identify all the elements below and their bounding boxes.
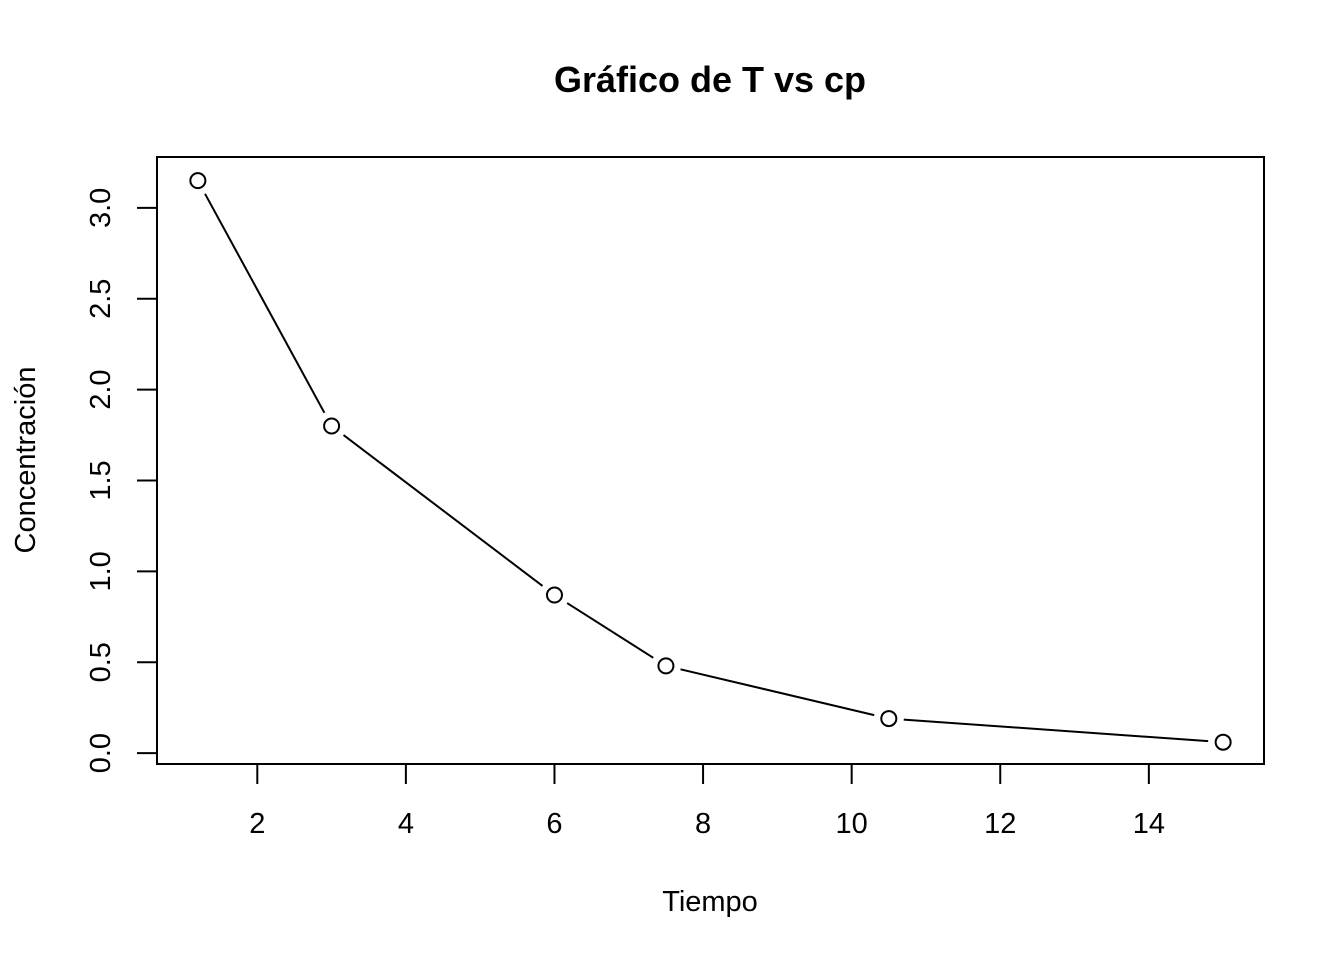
series-line-segment bbox=[680, 668, 875, 717]
y-tick-label: 2.5 bbox=[85, 279, 117, 319]
series-line-segment bbox=[566, 602, 654, 659]
series-line-segment bbox=[903, 718, 1209, 743]
y-tick-label: 1.5 bbox=[85, 460, 117, 500]
plot-frame bbox=[156, 156, 1265, 765]
x-tick-label: 10 bbox=[836, 808, 868, 840]
series-line-segment bbox=[342, 434, 544, 587]
y-tick-label: 2.0 bbox=[85, 369, 117, 409]
data-point bbox=[880, 710, 898, 728]
x-axis: 2 4 6 8 10 12 14 bbox=[249, 764, 1165, 840]
y-tick-label: 1.0 bbox=[85, 551, 117, 591]
x-tick-label: 12 bbox=[984, 808, 1016, 840]
data-point bbox=[1214, 733, 1232, 751]
data-point bbox=[657, 657, 675, 675]
x-tick-label: 6 bbox=[546, 808, 562, 840]
x-tick-label: 4 bbox=[398, 808, 414, 840]
x-tick-label: 2 bbox=[249, 808, 265, 840]
data-point bbox=[189, 172, 207, 190]
y-tick-label: 0.5 bbox=[85, 642, 117, 682]
x-tick-label: 14 bbox=[1133, 808, 1165, 840]
x-tick-label: 8 bbox=[695, 808, 711, 840]
series-line-segment bbox=[204, 193, 326, 414]
y-axis-label: Concentración bbox=[10, 367, 42, 554]
x-axis-label: Tiempo bbox=[662, 886, 758, 918]
data-point bbox=[545, 586, 563, 604]
data-point bbox=[323, 417, 341, 435]
y-tick-label: 0.0 bbox=[85, 733, 117, 773]
y-tick-label: 3.0 bbox=[85, 188, 117, 228]
chart-title: Gráfico de T vs cp bbox=[554, 59, 866, 100]
y-axis: 0.0 0.5 1.0 1.5 2.0 2.5 3.0 bbox=[85, 188, 157, 773]
series-layer bbox=[189, 172, 1232, 751]
